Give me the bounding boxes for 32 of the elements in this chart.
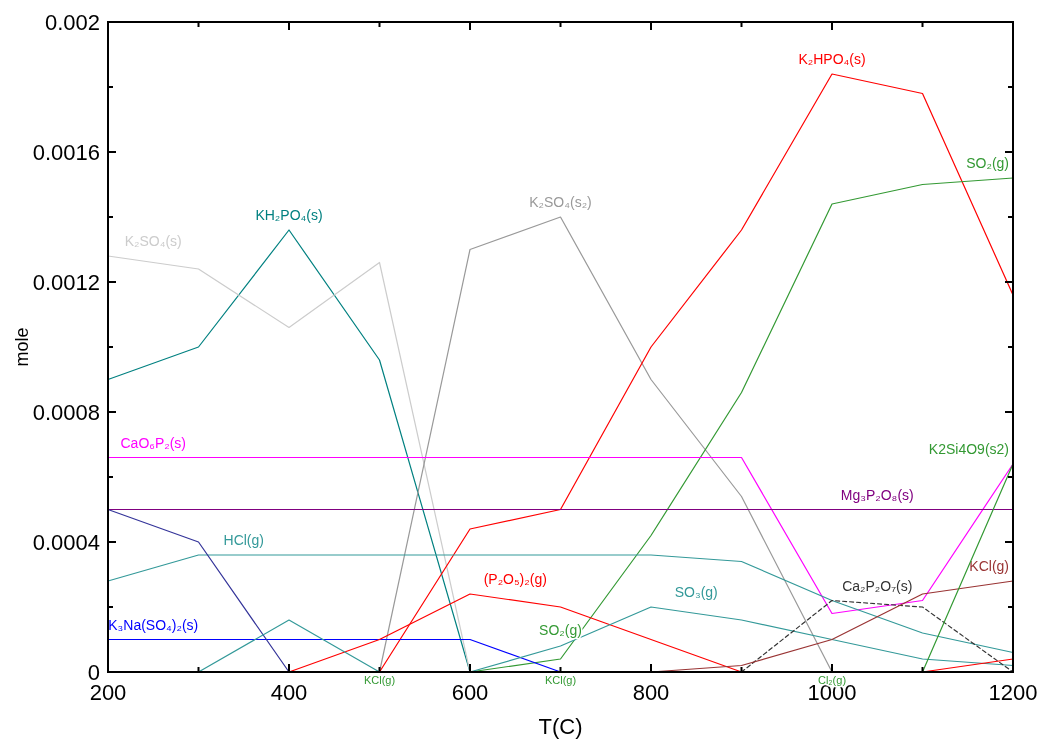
x-tick-label: 600	[451, 680, 489, 705]
annotation: KCl(g)	[363, 674, 396, 686]
y-tick-label: 0.0008	[32, 399, 100, 425]
x-axis-title: T(C)	[538, 714, 583, 739]
x-tick-label: 400	[270, 680, 308, 705]
annotation: Cl₂(g)	[817, 674, 847, 686]
series-label: K₂SO₄(s₂)	[529, 194, 592, 210]
series-label: Ca₂P₂O₇(s)	[842, 577, 913, 594]
line-series	[107, 554, 1014, 654]
y-tick-label: 0.0004	[32, 529, 100, 555]
y-tick-label: 0.0016	[32, 139, 100, 165]
annotation: KCl(g)	[544, 674, 577, 686]
x-tick-label: 800	[632, 680, 670, 705]
series-label: K2Si4O9(s2)	[928, 441, 1009, 457]
y-axis-title: mole	[12, 327, 32, 367]
series-label: SO₂(g)	[966, 155, 1009, 171]
line-series	[107, 456, 1014, 615]
series-label: SO₃(g)	[674, 584, 718, 600]
x-tick-label: 1200	[988, 680, 1038, 705]
series-label: Mg₃P₂O₈(s)	[840, 486, 914, 503]
series-label: CaO₆P₂(s)	[120, 434, 187, 451]
series-label: K₂HPO₄(s)	[798, 51, 866, 67]
line-series	[378, 216, 833, 673]
y-tick-label: 0.0012	[32, 269, 100, 295]
line-series	[197, 606, 1014, 673]
series-label: KCl(g)	[969, 558, 1009, 574]
series-label: KH₂PO₄(s)	[255, 207, 323, 223]
y-tick-label: 0.002	[44, 9, 100, 35]
series-label: (P₂O₅)₂(g)	[483, 571, 547, 587]
series-label: HCl(g)	[223, 532, 264, 548]
annotation: SO₂(g)	[539, 622, 582, 638]
series-label: K₃Na(SO₄)₂(s)	[108, 616, 199, 633]
